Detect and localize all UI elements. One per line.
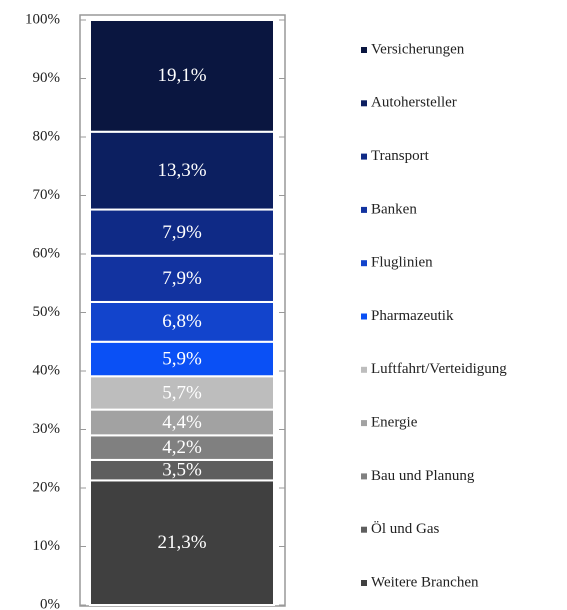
value-label: 3,5% bbox=[162, 460, 202, 481]
legend-swatch bbox=[361, 313, 367, 320]
legend-swatch bbox=[361, 206, 367, 213]
legend-label: Energie bbox=[371, 415, 418, 431]
bar-segment bbox=[89, 434, 275, 461]
bar-segment bbox=[89, 208, 275, 257]
value-label: 6,8% bbox=[162, 311, 202, 332]
bar-segment bbox=[89, 479, 275, 606]
legend-label: Weitere Branchen bbox=[371, 574, 479, 590]
y-tick-label: 90% bbox=[33, 70, 61, 86]
legend-swatch bbox=[361, 100, 367, 107]
bar-segment bbox=[89, 340, 275, 378]
legend-swatch bbox=[361, 47, 367, 53]
legend-swatch bbox=[361, 473, 367, 480]
y-tick-label: 10% bbox=[33, 538, 61, 554]
legend-label: Öl und Gas bbox=[371, 520, 439, 537]
value-label: 7,9% bbox=[162, 268, 202, 289]
legend-label: Banken bbox=[371, 201, 417, 217]
legend-label: Autohersteller bbox=[371, 95, 457, 111]
value-label: 4,4% bbox=[162, 412, 202, 433]
bar-segment bbox=[89, 300, 275, 343]
bar-segment bbox=[89, 375, 275, 411]
y-tick-label: 80% bbox=[33, 128, 61, 144]
legend-label: Fluglinien bbox=[371, 255, 433, 271]
y-tick-label: 70% bbox=[33, 187, 61, 203]
legend-label: Pharmazeutik bbox=[371, 308, 454, 324]
value-label: 4,2% bbox=[162, 437, 202, 458]
legend-label: Transport bbox=[371, 148, 430, 164]
y-tick-label: 60% bbox=[33, 245, 61, 261]
legend-swatch bbox=[361, 420, 367, 427]
value-label: 19,1% bbox=[157, 65, 206, 86]
value-label: 21,3% bbox=[157, 532, 206, 553]
legend-swatch bbox=[361, 153, 367, 160]
legend-swatch bbox=[361, 526, 367, 533]
y-tick-label: 0% bbox=[40, 596, 60, 610]
legend-label: Luftfahrt/Verteidigung bbox=[371, 361, 507, 377]
y-tick-label: 30% bbox=[33, 421, 61, 437]
y-tick-label: 100% bbox=[25, 11, 60, 27]
value-label: 5,9% bbox=[162, 348, 202, 369]
value-label: 7,9% bbox=[162, 222, 202, 243]
value-label: 5,7% bbox=[162, 382, 202, 403]
value-label: 13,3% bbox=[157, 160, 206, 181]
legend-swatch bbox=[361, 580, 367, 586]
y-tick-label: 50% bbox=[33, 304, 61, 320]
legend-label: Bau und Planung bbox=[371, 468, 475, 484]
legend-swatch bbox=[361, 366, 367, 373]
legend-swatch bbox=[361, 260, 367, 267]
y-tick-label: 20% bbox=[33, 479, 61, 495]
bar-segment bbox=[89, 19, 275, 133]
legend-label: Versicherungen bbox=[371, 41, 465, 57]
y-tick-label: 40% bbox=[33, 362, 61, 378]
